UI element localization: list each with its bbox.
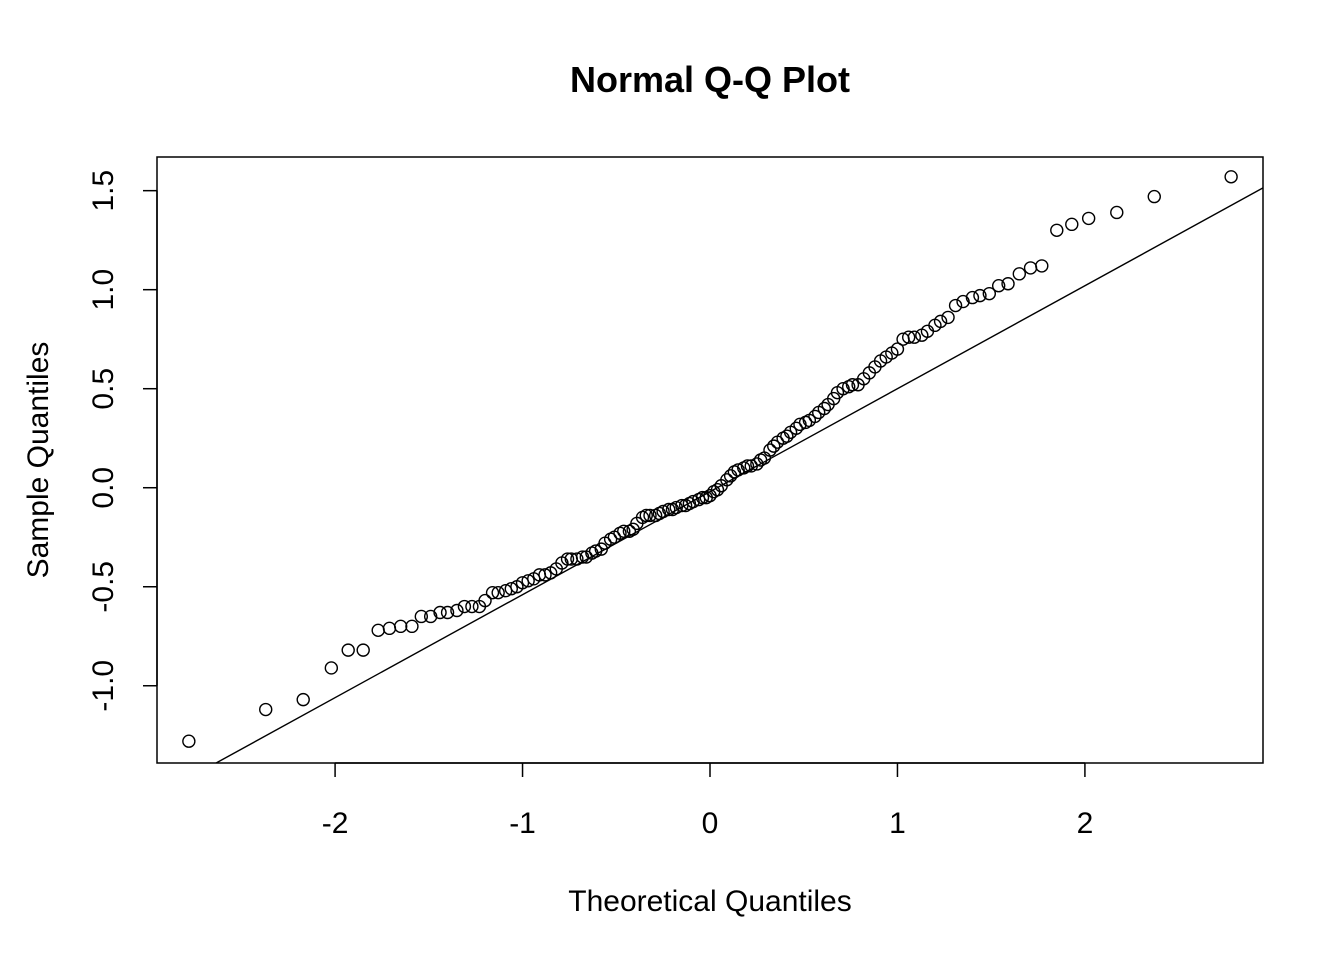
data-point	[371, 623, 385, 638]
data-point	[973, 288, 987, 303]
data-point	[382, 621, 397, 636]
data-point	[485, 585, 500, 600]
data-point	[324, 661, 339, 675]
data-point	[440, 605, 455, 620]
data-point	[763, 443, 777, 457]
x-tick-label: -2	[322, 807, 349, 840]
y-axis: -1.0 -0.5 0.0 0.5 1.0 1.5	[87, 170, 158, 712]
data-point	[341, 643, 355, 657]
data-point	[457, 599, 472, 614]
data-point	[669, 500, 683, 515]
x-tick-label: 0	[702, 807, 719, 840]
data-point	[538, 568, 552, 582]
data-point	[414, 609, 429, 624]
data-point	[767, 439, 781, 453]
data-point	[740, 459, 755, 473]
data-point	[1110, 205, 1124, 220]
data-point	[356, 643, 370, 657]
data-point	[686, 494, 700, 509]
data-point	[617, 524, 631, 538]
data-point	[393, 619, 408, 634]
data-point	[182, 734, 196, 748]
y-tick-label: -0.5	[87, 561, 120, 613]
y-axis-label: Sample Quantiles	[22, 342, 55, 579]
x-tick-label: 1	[889, 807, 906, 840]
data-point	[478, 593, 492, 608]
data-point	[259, 702, 273, 717]
data-point	[433, 605, 447, 620]
data-point	[423, 609, 438, 624]
data-point	[965, 290, 980, 305]
data-point	[948, 298, 963, 313]
y-tick-label: -1.0	[87, 660, 120, 712]
data-point	[982, 286, 997, 301]
data-point	[296, 692, 310, 707]
data-point	[933, 314, 948, 329]
data-point	[695, 490, 710, 505]
data-point	[504, 582, 518, 596]
data-point	[744, 459, 758, 473]
data-point	[845, 378, 860, 392]
data-point	[1147, 189, 1161, 204]
y-tick-label: 0.5	[87, 368, 120, 410]
data-point	[1001, 277, 1015, 291]
data-point	[991, 279, 1006, 293]
data-point	[907, 330, 922, 344]
plot-frame	[156, 156, 1264, 764]
data-point	[643, 508, 657, 523]
data-point	[570, 552, 584, 566]
data-point	[789, 421, 803, 436]
data-point	[1035, 259, 1049, 273]
data-point	[656, 504, 670, 519]
data-point	[836, 382, 850, 396]
data-points	[182, 170, 1238, 748]
data-point	[405, 619, 419, 634]
data-point	[793, 417, 807, 432]
data-point	[720, 473, 734, 487]
data-point	[1065, 217, 1079, 232]
data-point	[808, 409, 822, 424]
data-point	[890, 342, 905, 356]
data-point	[817, 401, 832, 416]
x-axis-label: Theoretical Quantiles	[568, 885, 851, 918]
data-point	[710, 483, 725, 497]
data-point	[588, 544, 603, 558]
data-point	[521, 574, 535, 588]
data-point	[450, 603, 464, 618]
data-point	[560, 552, 575, 566]
x-tick-label: 2	[1077, 807, 1094, 840]
x-tick-label: -1	[509, 807, 536, 840]
data-point	[1012, 267, 1027, 281]
data-point	[731, 463, 745, 477]
data-point	[491, 585, 505, 600]
data-point	[1023, 261, 1038, 275]
data-point	[1081, 211, 1096, 226]
data-point	[1050, 223, 1064, 237]
x-axis: -2 -1 0 1 2	[322, 762, 1094, 840]
data-point	[902, 330, 916, 344]
data-point	[465, 599, 479, 614]
data-point	[1224, 170, 1238, 184]
data-point	[639, 508, 653, 523]
data-point	[941, 310, 955, 325]
y-tick-label: 1.5	[87, 170, 120, 212]
y-tick-label: 1.0	[87, 269, 120, 311]
data-point	[956, 294, 970, 309]
chart-title: Normal Q-Q Plot	[570, 59, 850, 100]
data-point	[780, 429, 794, 443]
data-point	[575, 550, 590, 564]
y-tick-label: 0.0	[87, 467, 120, 509]
data-point	[662, 502, 676, 517]
